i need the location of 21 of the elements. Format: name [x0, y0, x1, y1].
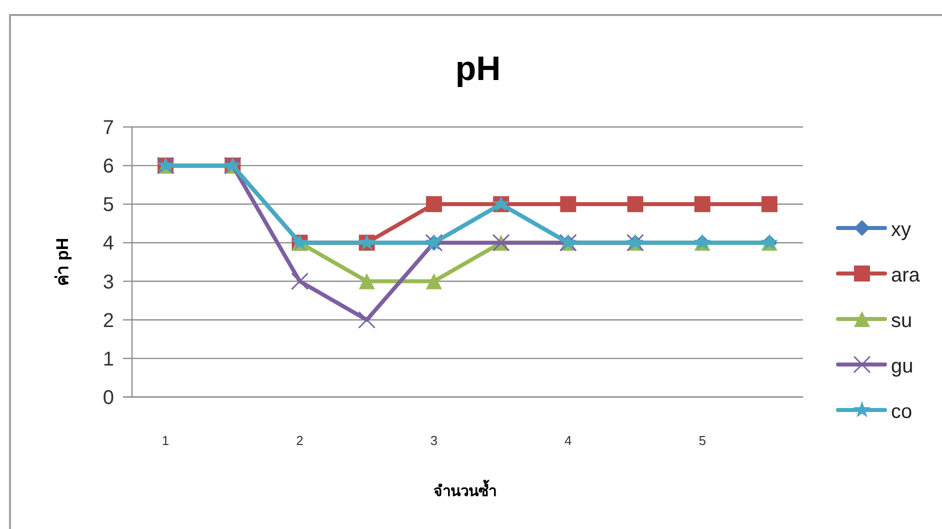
x-axis-title: จำนวนซ้ำ	[434, 479, 496, 500]
y-tick-label: 5	[102, 194, 114, 216]
legend-label: gu	[891, 356, 914, 378]
x-tick-label: 5	[698, 433, 706, 448]
y-tick-label: 2	[102, 310, 114, 332]
chart-title: pH	[455, 50, 501, 88]
x-tick-label: 3	[430, 433, 438, 448]
y-tick-label: 7	[102, 117, 114, 139]
y-tick-label: 6	[102, 156, 114, 178]
legend-label: ara	[891, 264, 921, 286]
x-tick-label: 2	[296, 433, 304, 448]
y-axis-title: ค่า pH	[53, 238, 72, 286]
y-tick-label: 3	[102, 271, 114, 294]
legend-label: co	[891, 401, 912, 423]
y-tick-label: 4	[102, 232, 114, 255]
y-tick-label: 0	[102, 387, 114, 409]
legend-label: xy	[891, 219, 911, 241]
legend-label: su	[891, 310, 912, 332]
x-tick-label: 4	[564, 433, 572, 448]
y-tick-label: 1	[102, 348, 114, 370]
x-tick-label: 1	[162, 433, 170, 448]
